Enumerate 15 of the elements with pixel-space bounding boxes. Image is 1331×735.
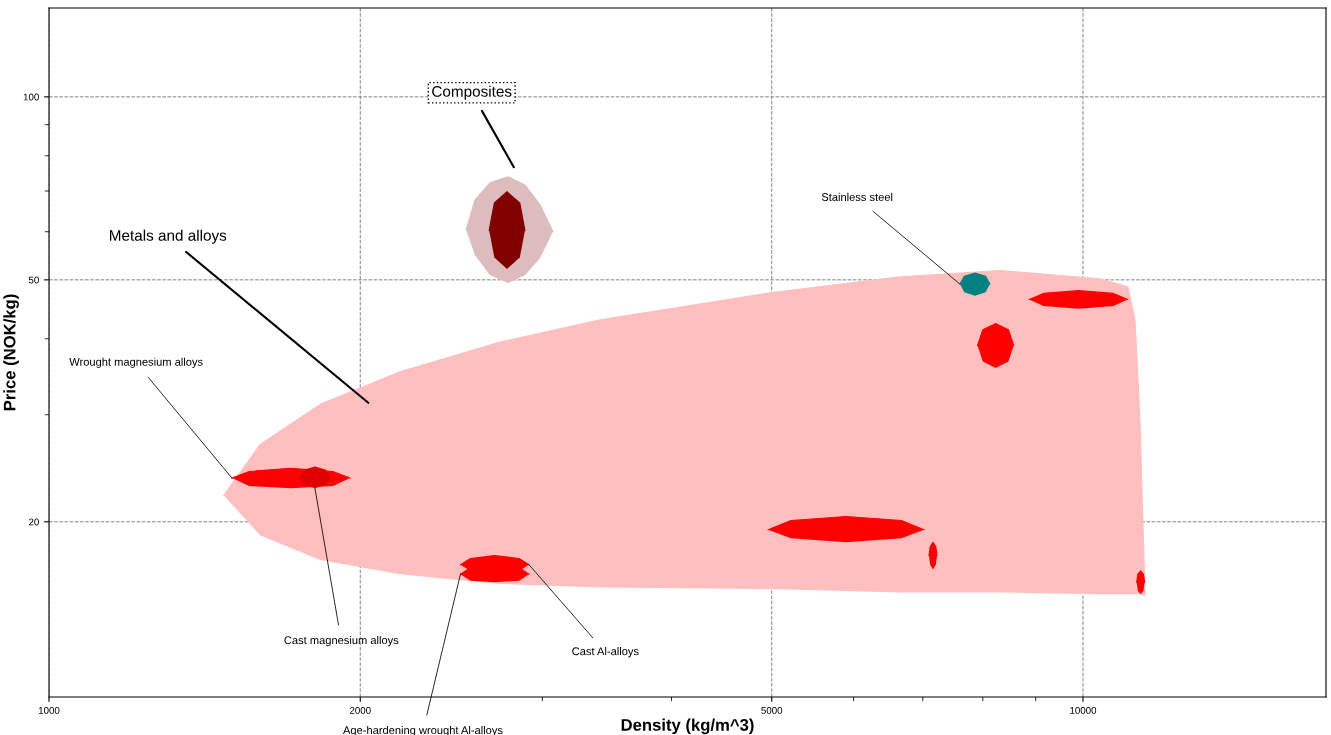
annotation: Composites xyxy=(432,85,512,100)
annotation: Cast Al-alloys xyxy=(572,647,639,658)
annotation: Wrought magnesium alloys xyxy=(69,357,203,368)
x-tick-label: 5000 xyxy=(761,706,783,714)
y-axis-title: Price (NOK/kg) xyxy=(3,294,19,411)
y-tick-label: 20 xyxy=(28,518,39,526)
y-tick-label: 50 xyxy=(28,276,39,284)
y-tick-label: 100 xyxy=(23,93,39,101)
annotation: Metals and alloys xyxy=(110,229,227,244)
x-axis-title: Density (kg/m^3) xyxy=(621,718,754,735)
x-tick-label: 1000 xyxy=(38,706,60,714)
annotation: Stainless steel xyxy=(821,192,893,201)
x-tick-label: 10000 xyxy=(1070,706,1097,714)
annotation: Cast magnesium alloys xyxy=(284,635,399,647)
x-tick-label: 2000 xyxy=(349,706,371,714)
